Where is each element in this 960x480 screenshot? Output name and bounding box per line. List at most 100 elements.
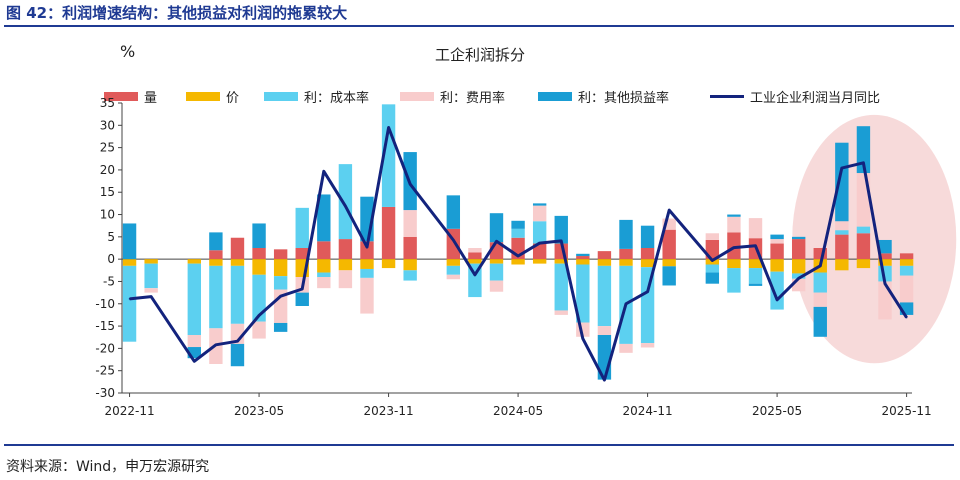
x-tick-label: 2024-05 — [493, 404, 543, 418]
bar-segment-s1-2024-04 — [489, 259, 504, 264]
x-tick-label: 2025-11 — [882, 404, 932, 418]
bar-segment-s4-2025-03 — [727, 214, 741, 217]
bar-segment-s1-2024-03 — [468, 259, 482, 264]
bar-segment-s0-2024-09 — [597, 251, 612, 260]
bar-segment-s2-2025-11 — [899, 265, 914, 276]
y-tick-label: -5 — [103, 274, 115, 288]
bar-segment-s2-2024-07 — [554, 263, 568, 311]
legend-swatch-cost-rate — [264, 91, 298, 101]
profit-yoy-point-2023-11 — [387, 126, 390, 129]
bar-segment-s3-2023-09 — [338, 270, 353, 289]
bar-segment-s0-2024-11 — [640, 248, 655, 260]
y-tick-label: 15 — [100, 185, 115, 199]
profit-yoy-point-2023-10 — [366, 246, 368, 248]
bar-segment-s4-2024-06 — [532, 203, 547, 206]
x-tick-label: 2023-11 — [364, 404, 414, 418]
bar-segment-s0-2025-07 — [813, 248, 827, 260]
bar-segment-s2-2022-12 — [144, 263, 158, 289]
bar-segment-s3-2024-10 — [619, 343, 633, 353]
profit-yoy-point-2023-06 — [279, 295, 282, 297]
legend-label-expense-rate: 利：费用率 — [440, 90, 506, 106]
bar-segment-s1-2023-09 — [338, 259, 353, 271]
bar-segment-s0-2025-08 — [835, 234, 849, 260]
bar-segment-s2-2023-08 — [317, 272, 331, 277]
bar-segment-s0-2024-06 — [532, 243, 547, 260]
y-tick-label: -20 — [95, 341, 115, 355]
bar-segment-s4-2025-06 — [791, 236, 806, 240]
legend-item-cost-rate: 利：成本率 — [264, 87, 369, 106]
legend-label-profit-yoy: 工业企业利润当月同比 — [750, 90, 881, 106]
profit-yoy-point-2024-02 — [452, 239, 455, 241]
bar-segment-s4-2024-04 — [489, 213, 504, 243]
bar-segment-s0-2023-12 — [403, 236, 417, 260]
bar-segment-s1-2023-11 — [381, 259, 396, 269]
y-tick-label: 10 — [100, 208, 115, 222]
bar-segment-s1-2024-07 — [554, 259, 568, 264]
bar-segment-s0-2023-03 — [209, 250, 223, 260]
bar-segment-s4-2025-08 — [835, 142, 849, 222]
bar-segment-s0-2025-11 — [899, 253, 914, 260]
bar-segment-s1-2024-09 — [597, 259, 612, 266]
profit-yoy-point-2023-07 — [301, 288, 304, 290]
bar-segment-s3-2023-02 — [187, 335, 201, 348]
bar-segment-s0-2024-10 — [619, 248, 633, 260]
bar-segment-s4-2023-03 — [209, 232, 223, 251]
legend-swatch-profit-yoy — [710, 94, 744, 98]
bar-segment-s1-2024-05 — [511, 259, 525, 265]
y-tick-label: 5 — [107, 230, 115, 244]
bar-segment-s2-2025-08 — [835, 230, 849, 235]
bar-segment-s0-2023-09 — [338, 239, 353, 260]
y-tick-label: 20 — [100, 163, 115, 177]
bar-segment-s3-2025-11 — [899, 275, 914, 303]
bar-segment-s0-2023-05 — [252, 248, 266, 260]
bar-segment-s3-2024-12 — [662, 218, 676, 230]
legend-swatch-price — [186, 91, 220, 101]
bar-segment-s3-2025-04 — [748, 218, 763, 239]
bar-segment-s0-2023-07 — [295, 248, 309, 260]
bar-segment-s4-2023-07 — [295, 292, 309, 306]
bar-segment-s1-2022-12 — [144, 259, 158, 264]
bar-segment-s2-2024-09 — [597, 265, 612, 327]
bar-segment-s4-2025-04 — [748, 283, 763, 286]
bar-segment-s3-2024-07 — [554, 310, 568, 315]
bar-segment-s2-2025-09 — [856, 226, 871, 234]
bar-segment-s0-2025-03 — [727, 232, 741, 260]
bar-segment-s3-2024-06 — [532, 205, 547, 222]
profit-yoy-point-2025-11 — [905, 316, 908, 319]
bar-segment-s4-2025-10 — [878, 239, 892, 254]
bar-segment-s2-2024-08 — [576, 264, 590, 323]
bar-segment-s2-2025-04 — [748, 268, 763, 284]
bar-segment-s1-2022-11 — [122, 259, 137, 266]
bar-segment-s2-2023-07 — [295, 207, 309, 248]
profit-yoy-point-2024-05 — [517, 255, 519, 257]
legend-swatch-expense-rate — [400, 91, 434, 101]
profit-yoy-point-2025-09 — [862, 161, 865, 164]
bar-segment-s0-2023-08 — [317, 241, 331, 260]
bar-segment-s1-2025-09 — [856, 259, 871, 269]
profit-yoy-point-2023-04 — [236, 340, 239, 343]
profit-yoy-point-2023-03 — [215, 344, 217, 346]
bar-segment-s3-2024-11 — [640, 343, 655, 348]
profit-yoy-point-2024-12 — [668, 209, 670, 211]
bar-segment-s3-2025-07 — [813, 292, 827, 307]
bar-segment-s2-2025-07 — [813, 272, 827, 293]
legend-item-profit-yoy: 工业企业利润当月同比 — [710, 87, 881, 106]
bar-segment-s2-2025-03 — [727, 268, 741, 293]
y-tick-label: 30 — [100, 118, 115, 132]
bar-segment-s2-2023-03 — [209, 265, 223, 329]
bar-segment-s1-2024-08 — [576, 259, 590, 265]
legend-label-volume: 量 — [144, 90, 158, 106]
bar-segment-s1-2024-12 — [662, 259, 676, 267]
x-tick-label: 2024-11 — [623, 404, 673, 418]
profit-yoy-point-2025-04 — [754, 244, 757, 247]
y-tick-label: -10 — [95, 297, 115, 311]
y-tick-label: 0 — [107, 252, 115, 266]
bar-segment-s4-2023-05 — [252, 223, 266, 248]
bar-segment-s4-2025-09 — [856, 126, 871, 174]
bar-segment-s1-2023-03 — [209, 259, 223, 266]
bar-segment-s4-2023-06 — [273, 322, 288, 332]
bar-segment-s1-2023-08 — [317, 259, 331, 273]
bar-segment-s1-2025-04 — [748, 259, 763, 269]
profit-yoy-point-2023-08 — [323, 170, 325, 173]
